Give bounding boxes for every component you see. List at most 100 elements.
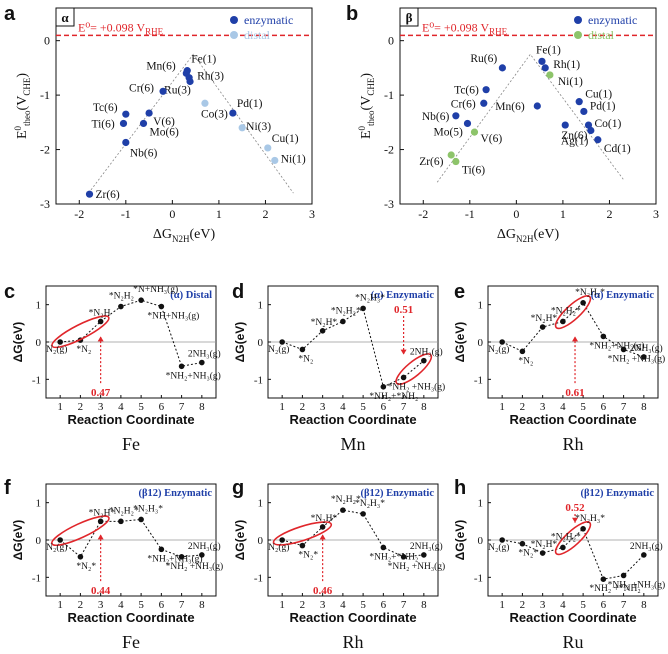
y-tick-label: 0 [388,34,394,48]
step-label: 2NH₃(g) [410,347,443,358]
x-tick-label: 1 [499,401,505,413]
reaction-step-point [641,354,647,360]
point-label: Nb(6) [130,147,158,159]
step-label: *N₂* [518,549,538,559]
step-label: 2NH₃(g) [188,541,221,552]
step-label: *N₂* [298,551,318,561]
panel-letter: h [454,477,466,499]
reaction-step-point [380,544,387,551]
x-tick-label: 4 [560,599,566,611]
x-tick-label: 1 [57,401,63,413]
step-label: *NH₂ +NH₃(g) [388,381,446,392]
point-label: Zr(6) [419,156,443,168]
data-point [201,99,209,107]
corner-label-box [399,7,419,27]
step-label: *NH₂ +NH₃(g) [608,353,666,364]
data-point [122,138,130,147]
data-point [498,64,506,72]
reaction-path [60,299,202,367]
x-axis-label: Reaction Coordinate [67,610,194,625]
x-tick-label: 7 [621,599,627,611]
data-point [119,119,128,128]
x-tick-label: 7 [179,599,185,611]
y-tick-label: 0 [36,535,42,547]
data-point [186,77,194,86]
x-tick-label: 8 [641,599,647,611]
data-point [229,109,237,117]
reaction-step-point [400,374,407,381]
x-axis-label: Reaction Coordinate [509,610,636,625]
x-tick-label: 8 [421,599,427,611]
step-label: N₂(g) [268,542,289,553]
point-label: Zn(6) [561,130,587,142]
panel-d: d (α) Enzymatic -1 0 1 1 2 3 4 5 6 7 8 0.51 N₂(g) *N₂ *N… [232,281,445,454]
reaction-step-point [499,339,505,345]
panel-letter: e [454,281,465,303]
step-label: *N+NH₃(g) [133,284,178,295]
step-label: N₂(g) [488,542,509,553]
x-tick-label: 2 [520,599,526,611]
metal-name: Ru [562,632,583,652]
x-tick-label: 3 [320,401,326,413]
panel-title: (β12) Enzymatic [139,488,213,499]
y-axis-label: ΔG(eV) [453,322,467,363]
metal-name: Rh [342,632,363,652]
point-label: Nb(6) [422,111,450,123]
reaction-step-point [580,300,586,306]
point-label: Tc(6) [93,102,118,114]
step-label: *N₂ [298,354,313,364]
data-point [587,126,595,135]
y-tick-label: -1 [254,374,263,386]
step-label: *NH₂+NH₃(g) [166,370,221,381]
legend-marker [574,16,582,24]
point-label: Tc(6) [454,85,479,97]
step-label: *NH+NH₃(g) [147,311,199,322]
panel-title: (β12) Enzymatic [361,488,435,499]
x-tick-label: 2 [606,207,612,221]
x-axis-label: ΔGN2H(eV) [497,227,560,244]
legend-marker [574,31,582,39]
data-point [139,119,148,128]
volcano-guide-line [436,53,624,183]
reaction-step-point [499,537,505,543]
data-point [264,144,272,152]
point-label: Zr(6) [96,189,120,201]
arrow-head [572,517,579,523]
x-tick-label: 6 [601,401,607,413]
step-label: *NH₂ +*NH₂ [589,584,640,594]
y-tick-label: 1 [36,300,42,312]
rate-step-ellipse [51,515,110,547]
legend-entry: enzymatic [588,13,637,27]
data-point [533,102,541,110]
panel-letter: g [232,477,244,499]
reaction-step-point [340,507,346,513]
x-tick-label: 4 [340,599,346,611]
reaction-path [501,302,645,358]
step-label: *N₂H₃* [575,288,605,298]
x-tick-label: 5 [360,401,366,413]
x-tick-label: 0 [513,207,519,221]
x-tick-label: 1 [499,599,505,611]
data-point [85,190,94,198]
step-label: *N₂H* [311,318,338,328]
step-label: *NH₂+NH₃(g) [589,340,644,351]
step-label: *N₂ [76,345,91,355]
reaction-step-point [57,537,63,543]
metal-name: Mn [340,434,365,454]
rate-step-ellipse [272,521,333,546]
y-tick-label: 1 [36,498,42,510]
step-label: *N₂H₂* [109,506,139,516]
x-tick-label: 4 [340,401,346,413]
reaction-step-point [400,554,407,560]
data-point [447,151,455,159]
x-tick-label: -2 [418,207,428,221]
point-label: Co(1) [595,118,622,130]
reaction-step-point [580,526,586,532]
x-tick-label: 3 [540,599,546,611]
point-label: Ni(1) [281,153,306,165]
y-tick-label: 1 [478,498,484,510]
data-point [546,71,554,79]
y-tick-label: 0 [258,337,264,349]
panel-c: c (α) Distal -1 0 1 1 2 3 4 5 6 7 8 0.47 N₂(g) *N₂ *N₂H *… [4,281,221,454]
step-label: *N₂H₂* [331,306,361,316]
